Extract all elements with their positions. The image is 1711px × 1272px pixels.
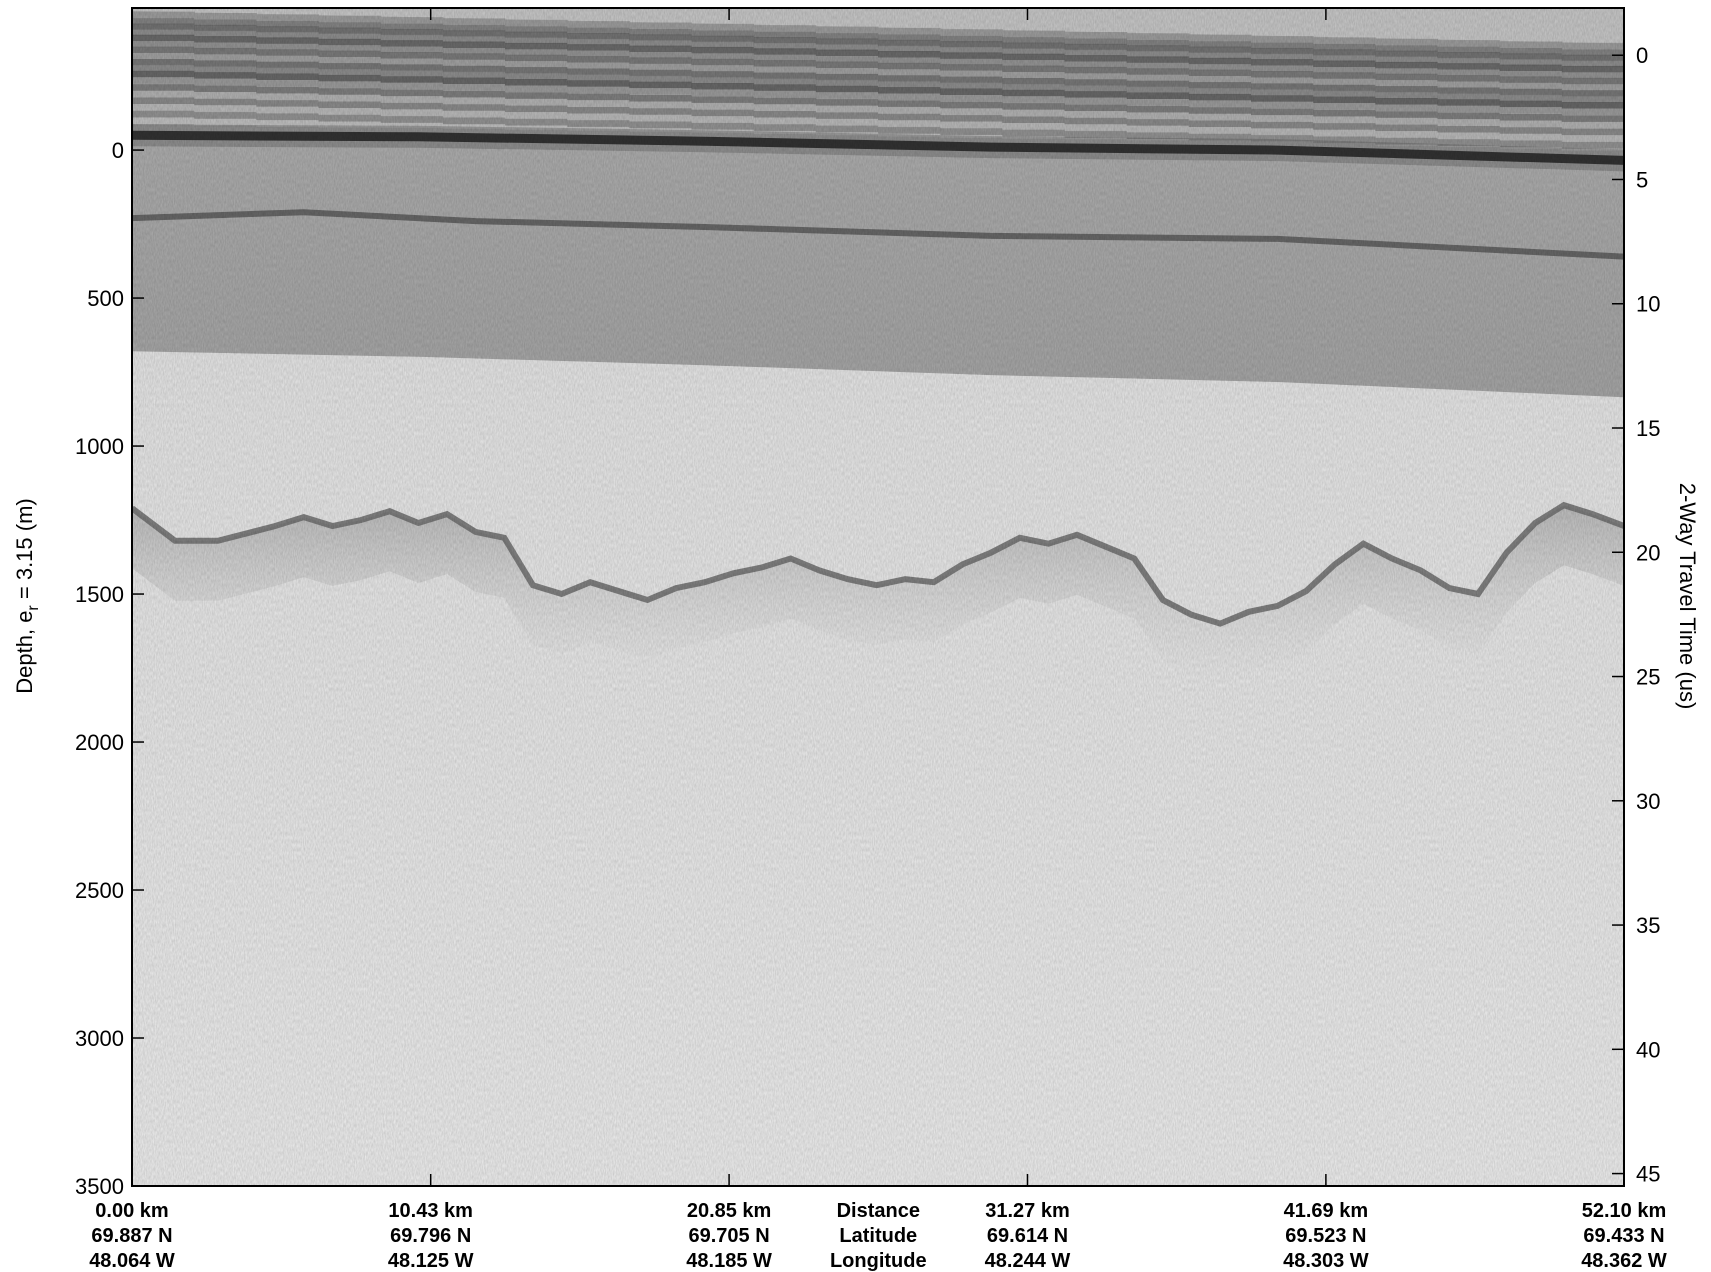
depth-tick-label: 0 (112, 138, 124, 163)
longitude-label: 48.244 W (985, 1250, 1071, 1272)
longitude-label: 48.064 W (89, 1250, 175, 1272)
depth-tick-label: 2000 (75, 730, 124, 755)
latitude-label: 69.614 N (987, 1225, 1068, 1247)
depth-tick-label: 2500 (75, 878, 124, 903)
travel-time-tick-label: 20 (1636, 540, 1660, 565)
travel-time-axis: 0 5 10 15 20 25 30 35 40 45 (1612, 43, 1660, 1187)
travel-time-tick-label: 5 (1636, 167, 1648, 192)
bottom-row-label: Longitude (830, 1250, 927, 1272)
distance-label: 20.85 km (687, 1200, 772, 1222)
latitude-label: 69.523 N (1285, 1225, 1366, 1247)
depth-tick-label: 3500 (75, 1174, 124, 1199)
longitude-label: 48.125 W (388, 1250, 474, 1272)
distance-label: 41.69 km (1284, 1200, 1369, 1222)
depth-tick-label: 1500 (75, 582, 124, 607)
travel-time-tick-label: 0 (1636, 43, 1648, 68)
travel-time-tick-label: 30 (1636, 789, 1660, 814)
travel-time-tick-label: 40 (1636, 1037, 1660, 1062)
travel-time-tick-label: 10 (1636, 292, 1660, 317)
travel-time-tick-label: 15 (1636, 416, 1660, 441)
latitude-label: 69.796 N (390, 1225, 471, 1247)
plot-frame (131, 7, 1625, 1187)
travel-time-axis-title: 2-Way Travel Time (us) (1675, 483, 1700, 710)
distance-label: 10.43 km (388, 1200, 473, 1222)
latitude-label: 69.887 N (91, 1225, 172, 1247)
travel-time-tick-label: 45 (1636, 1162, 1660, 1187)
travel-time-tick-label: 35 (1636, 913, 1660, 938)
depth-tick-label: 3000 (75, 1026, 124, 1051)
bottom-row-label: Distance (837, 1200, 920, 1222)
latitude-label: 69.705 N (689, 1225, 770, 1247)
depth-tick-label: 500 (87, 286, 124, 311)
depth-axis-title: Depth, er = 3.15 (m) (12, 498, 42, 693)
travel-time-tick-label: 25 (1636, 665, 1660, 690)
distance-label: 52.10 km (1582, 1200, 1667, 1222)
echogram-noise-texture (132, 8, 1624, 1186)
longitude-label: 48.303 W (1283, 1250, 1369, 1272)
latitude-label: 69.433 N (1583, 1225, 1664, 1247)
distance-label: 31.27 km (985, 1200, 1070, 1222)
bottom-row-label: Latitude (839, 1225, 917, 1247)
longitude-label: 48.185 W (686, 1250, 772, 1272)
longitude-label: 48.362 W (1581, 1250, 1667, 1272)
depth-axis: 0 500 1000 1500 2000 2500 3000 3500 (75, 138, 144, 1199)
distance-axis: 0.00 km 69.887 N 48.064 W 10.43 km 69.796 N 4… (89, 8, 1667, 1272)
echogram-plot-area (132, 8, 1624, 1186)
depth-tick-label: 1000 (75, 434, 124, 459)
distance-label: 0.00 km (95, 1200, 168, 1222)
